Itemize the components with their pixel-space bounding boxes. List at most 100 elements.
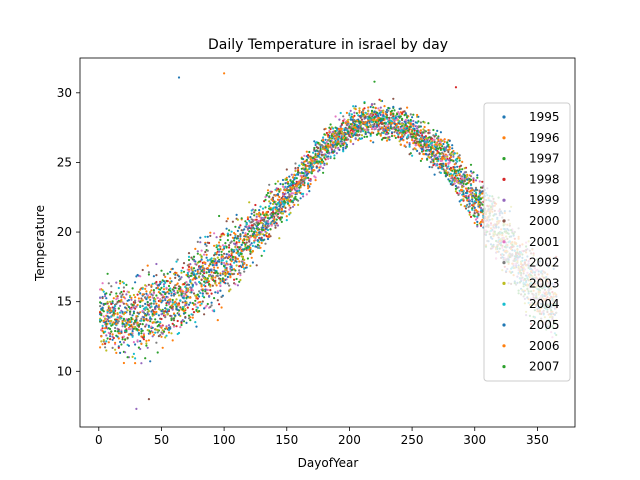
data-point	[190, 291, 193, 294]
data-point	[144, 325, 147, 328]
data-point	[199, 291, 202, 295]
data-point	[147, 324, 150, 327]
data-point	[137, 297, 140, 300]
data-point	[220, 250, 223, 253]
data-point	[136, 273, 139, 277]
data-point	[266, 189, 270, 192]
data-point	[149, 330, 152, 333]
data-point	[140, 319, 143, 322]
data-point	[472, 180, 475, 183]
data-point	[355, 123, 358, 126]
data-point	[230, 252, 233, 255]
data-point	[468, 178, 471, 181]
data-point	[276, 215, 280, 219]
data-point	[127, 291, 130, 294]
data-point	[140, 327, 143, 331]
data-point	[184, 285, 187, 289]
data-point	[186, 271, 189, 274]
data-point	[231, 255, 234, 258]
data-point	[191, 289, 194, 292]
data-point	[172, 292, 176, 296]
data-point	[273, 218, 276, 221]
data-point	[205, 253, 208, 256]
data-point	[258, 228, 261, 231]
data-point	[191, 278, 194, 281]
data-point	[259, 246, 262, 249]
data-point	[434, 133, 437, 136]
data-point	[357, 114, 360, 117]
data-point	[204, 243, 207, 246]
data-point	[116, 297, 119, 300]
data-point	[433, 138, 436, 141]
data-point	[266, 191, 270, 195]
data-point	[256, 239, 259, 242]
data-point	[200, 284, 203, 287]
data-point	[226, 275, 229, 279]
data-point	[411, 154, 414, 157]
data-point	[201, 300, 204, 303]
data-point	[417, 143, 420, 146]
data-point	[363, 135, 366, 138]
data-point	[302, 172, 305, 175]
data-point	[182, 294, 186, 298]
data-point	[166, 301, 169, 304]
data-point	[228, 255, 231, 259]
data-point	[121, 293, 124, 296]
data-point	[174, 286, 177, 290]
data-point	[141, 304, 144, 308]
data-point	[175, 298, 178, 301]
data-point	[417, 125, 420, 128]
data-point	[429, 150, 432, 153]
data-point	[382, 114, 385, 117]
data-point	[392, 97, 395, 100]
data-point	[417, 134, 420, 137]
data-point	[403, 144, 406, 148]
data-point	[191, 269, 194, 272]
data-point	[122, 361, 125, 365]
data-point	[169, 300, 172, 303]
data-point	[320, 159, 323, 162]
data-point	[324, 149, 327, 152]
data-point	[474, 218, 478, 221]
data-point	[161, 279, 164, 282]
data-point	[424, 140, 427, 143]
data-point	[164, 297, 167, 300]
data-point	[248, 248, 251, 251]
data-point	[389, 125, 392, 128]
data-point	[369, 125, 372, 128]
data-point	[337, 137, 340, 140]
data-point	[151, 294, 154, 297]
data-point	[131, 325, 134, 328]
data-point	[426, 158, 429, 161]
data-point	[205, 292, 208, 295]
data-point	[239, 278, 242, 282]
data-point	[169, 287, 172, 290]
data-point	[317, 146, 320, 149]
data-point	[155, 341, 158, 344]
data-point	[385, 133, 389, 136]
data-point	[146, 303, 149, 306]
data-point	[214, 276, 217, 279]
data-point	[250, 212, 253, 215]
data-point	[255, 215, 258, 218]
data-point	[157, 323, 160, 327]
data-point	[220, 253, 223, 256]
data-point	[131, 330, 134, 333]
data-point	[146, 294, 149, 297]
data-point	[160, 286, 163, 289]
data-point	[283, 197, 286, 201]
data-point	[159, 300, 162, 303]
data-point	[205, 279, 208, 283]
data-point	[423, 135, 426, 139]
data-point	[122, 335, 125, 338]
data-point	[172, 312, 176, 315]
data-point	[248, 219, 251, 222]
data-point	[305, 164, 308, 168]
data-point	[130, 298, 133, 301]
data-point	[116, 330, 119, 333]
data-point	[270, 198, 273, 201]
data-point	[464, 194, 468, 197]
data-point	[259, 237, 262, 240]
data-point	[155, 302, 158, 305]
